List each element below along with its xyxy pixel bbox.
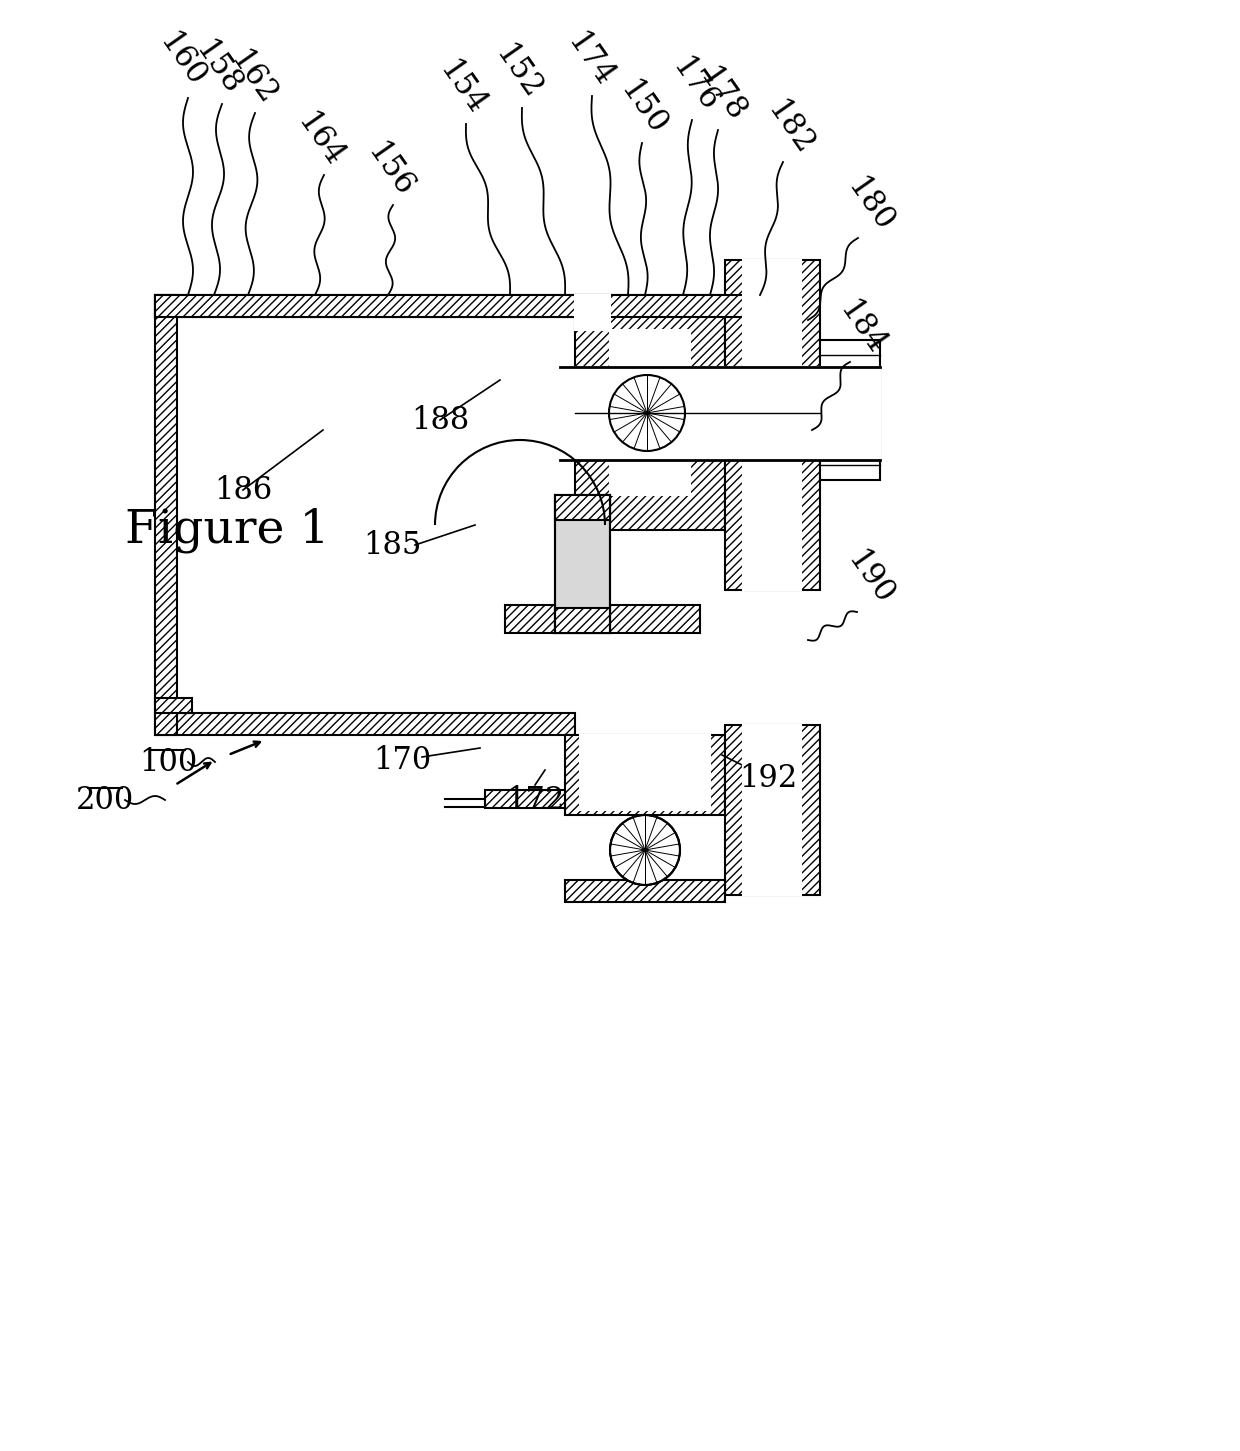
Text: 185: 185	[363, 530, 422, 560]
Bar	[155, 712, 575, 736]
Bar	[556, 495, 610, 633]
Bar	[556, 608, 610, 633]
Text: 178: 178	[693, 62, 751, 128]
Bar	[155, 698, 192, 712]
Bar	[560, 367, 880, 460]
Text: 200: 200	[76, 785, 134, 815]
Bar	[575, 295, 610, 329]
Bar	[565, 879, 725, 903]
Bar	[485, 789, 565, 808]
Text: Figure 1: Figure 1	[125, 508, 330, 553]
Bar	[556, 495, 610, 519]
Bar	[725, 726, 820, 895]
Text: 180: 180	[841, 173, 899, 238]
Text: 174: 174	[560, 28, 619, 93]
Text: 154: 154	[433, 55, 491, 120]
Text: 160: 160	[153, 28, 211, 93]
Bar	[505, 605, 701, 633]
Text: 150: 150	[614, 75, 672, 141]
Text: 158: 158	[188, 35, 248, 100]
Bar	[155, 295, 177, 736]
Text: 164: 164	[290, 107, 350, 173]
Bar	[155, 295, 745, 316]
Bar	[155, 295, 575, 316]
Bar	[565, 736, 725, 815]
Text: 186: 186	[213, 474, 272, 505]
Text: 188: 188	[410, 405, 469, 435]
Text: 162: 162	[223, 45, 283, 110]
Bar	[575, 295, 725, 530]
Bar	[725, 260, 820, 591]
Text: 190: 190	[841, 546, 899, 611]
Text: 182: 182	[760, 96, 820, 161]
Text: 192: 192	[739, 762, 797, 794]
Bar	[177, 316, 573, 712]
Bar	[610, 329, 689, 495]
Text: 184: 184	[832, 296, 892, 361]
Text: 100: 100	[139, 746, 197, 778]
Circle shape	[610, 815, 680, 885]
Text: 172: 172	[506, 785, 564, 815]
Text: 176: 176	[666, 52, 724, 118]
Bar	[743, 260, 801, 591]
Circle shape	[609, 374, 684, 451]
Bar	[580, 736, 711, 810]
Bar	[743, 726, 801, 895]
Bar	[505, 575, 701, 605]
Text: 152: 152	[489, 39, 548, 104]
Bar	[820, 340, 880, 480]
Text: 170: 170	[373, 744, 432, 775]
Text: 156: 156	[361, 138, 419, 203]
